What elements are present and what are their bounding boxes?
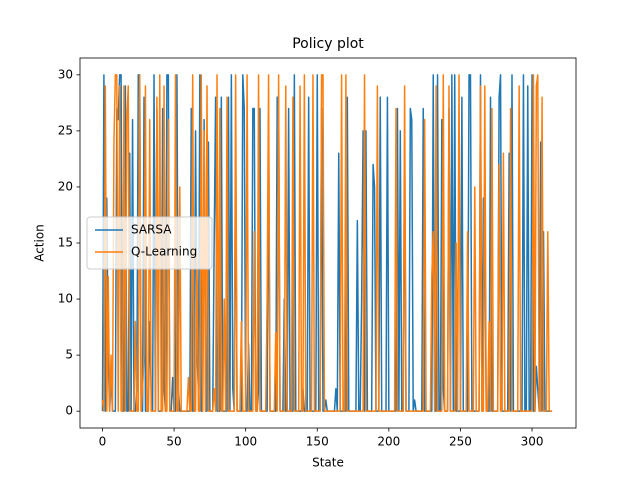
y-tick-label: 10 <box>58 292 73 306</box>
x-tick-label: 0 <box>99 435 107 449</box>
y-axis-label: Action <box>33 224 47 262</box>
y-tick-label: 20 <box>58 179 73 193</box>
x-tick-label: 150 <box>306 435 329 449</box>
y-tick-label: 25 <box>58 123 73 137</box>
x-tick-label: 250 <box>449 435 472 449</box>
legend: SARSA Q-Learning <box>86 216 213 270</box>
y-tick-label: 15 <box>58 236 73 250</box>
x-axis-label: State <box>312 456 344 470</box>
legend-label: SARSA <box>131 223 172 237</box>
y-tick-label: 5 <box>65 348 73 362</box>
y-tick-label: 30 <box>58 67 73 81</box>
plot-area <box>101 74 553 412</box>
series-line <box>101 74 553 412</box>
x-tick-label: 50 <box>166 435 181 449</box>
legend-label: Q-Learning <box>131 245 197 259</box>
y-tick-label: 0 <box>65 404 73 418</box>
x-tick-label: 100 <box>234 435 257 449</box>
chart-title: Policy plot <box>292 36 364 52</box>
x-tick-label: 300 <box>521 435 544 449</box>
x-tick-label: 200 <box>377 435 400 449</box>
